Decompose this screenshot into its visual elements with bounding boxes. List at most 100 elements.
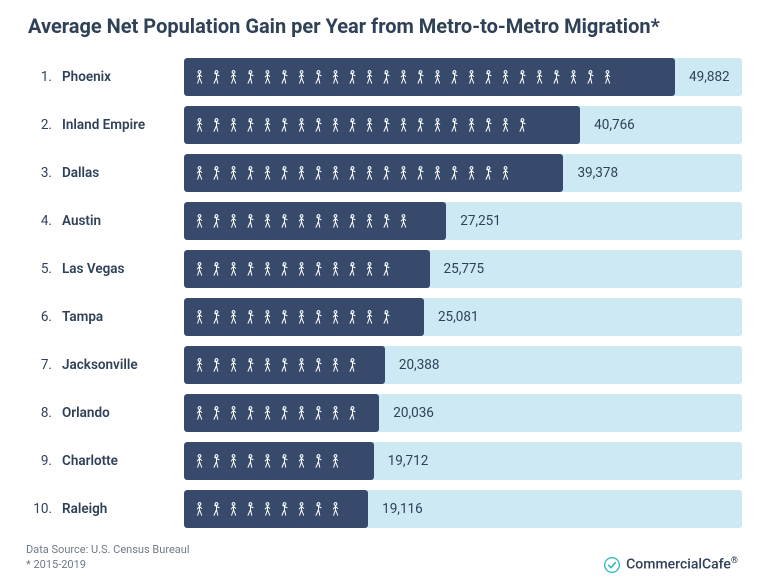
person-walking-icon bbox=[226, 208, 241, 234]
person-walking-icon bbox=[192, 352, 207, 378]
person-walking-icon bbox=[294, 400, 309, 426]
value-label: 20,036 bbox=[379, 394, 434, 432]
bar-fill bbox=[184, 490, 368, 528]
brand: CommercialCafe® bbox=[604, 556, 738, 573]
person-walking-icon bbox=[481, 160, 496, 186]
person-walking-icon bbox=[260, 304, 275, 330]
person-walking-icon bbox=[345, 208, 360, 234]
person-walking-icon bbox=[260, 448, 275, 474]
person-walking-icon bbox=[328, 208, 343, 234]
value-label: 19,712 bbox=[374, 442, 429, 480]
walker-icons bbox=[192, 208, 411, 234]
person-walking-icon bbox=[583, 64, 598, 90]
person-walking-icon bbox=[294, 208, 309, 234]
person-walking-icon bbox=[413, 112, 428, 138]
person-walking-icon bbox=[498, 64, 513, 90]
metro-label: Dallas bbox=[56, 165, 184, 181]
metro-label: Austin bbox=[56, 213, 184, 229]
source-line-1: Data Source: U.S. Census Bureaul bbox=[26, 543, 190, 558]
walker-icons bbox=[192, 496, 343, 522]
person-walking-icon bbox=[192, 256, 207, 282]
person-walking-icon bbox=[294, 64, 309, 90]
walker-icons bbox=[192, 256, 394, 282]
person-walking-icon bbox=[311, 496, 326, 522]
rank-number: 8. bbox=[26, 405, 56, 421]
person-walking-icon bbox=[260, 208, 275, 234]
walker-icons bbox=[192, 304, 394, 330]
bar-track: 39,378 bbox=[184, 154, 742, 192]
walker-icons bbox=[192, 160, 513, 186]
person-walking-icon bbox=[311, 448, 326, 474]
person-walking-icon bbox=[328, 496, 343, 522]
bar-row: 2.Inland Empire40,766 bbox=[26, 106, 742, 144]
person-walking-icon bbox=[226, 304, 241, 330]
bar-fill bbox=[184, 346, 385, 384]
bar-track: 25,775 bbox=[184, 250, 742, 288]
person-walking-icon bbox=[600, 64, 615, 90]
person-walking-icon bbox=[209, 256, 224, 282]
metro-label: Inland Empire bbox=[56, 117, 184, 133]
person-walking-icon bbox=[260, 352, 275, 378]
person-walking-icon bbox=[430, 64, 445, 90]
person-walking-icon bbox=[226, 448, 241, 474]
person-walking-icon bbox=[209, 112, 224, 138]
person-walking-icon bbox=[243, 304, 258, 330]
bar-row: 1.Phoenix49,882 bbox=[26, 58, 742, 96]
person-walking-icon bbox=[192, 160, 207, 186]
person-walking-icon bbox=[277, 304, 292, 330]
person-walking-icon bbox=[277, 400, 292, 426]
person-walking-icon bbox=[311, 112, 326, 138]
walker-icons bbox=[192, 448, 343, 474]
bar-track: 20,036 bbox=[184, 394, 742, 432]
person-walking-icon bbox=[226, 64, 241, 90]
bar-row: 7.Jacksonville20,388 bbox=[26, 346, 742, 384]
person-walking-icon bbox=[209, 208, 224, 234]
person-walking-icon bbox=[260, 256, 275, 282]
person-walking-icon bbox=[192, 64, 207, 90]
value-label: 20,388 bbox=[385, 346, 440, 384]
person-walking-icon bbox=[515, 112, 530, 138]
value-label: 25,775 bbox=[430, 250, 485, 288]
rank-number: 6. bbox=[26, 309, 56, 325]
walker-icons bbox=[192, 112, 530, 138]
brand-check-icon bbox=[604, 557, 620, 573]
value-label: 49,882 bbox=[675, 58, 730, 96]
metro-label: Las Vegas bbox=[56, 261, 184, 277]
person-walking-icon bbox=[430, 160, 445, 186]
person-walking-icon bbox=[345, 256, 360, 282]
person-walking-icon bbox=[328, 64, 343, 90]
rank-number: 10. bbox=[26, 501, 56, 517]
person-walking-icon bbox=[209, 160, 224, 186]
person-walking-icon bbox=[311, 304, 326, 330]
person-walking-icon bbox=[498, 112, 513, 138]
person-walking-icon bbox=[498, 160, 513, 186]
chart-rows: 1.Phoenix49,882 2.Inland Empire40,766 3.Da… bbox=[26, 58, 742, 529]
bar-row: 10.Raleigh19,116 bbox=[26, 490, 742, 528]
bar-fill bbox=[184, 202, 446, 240]
metro-label: Tampa bbox=[56, 309, 184, 325]
person-walking-icon bbox=[328, 448, 343, 474]
rank-number: 1. bbox=[26, 69, 56, 85]
person-walking-icon bbox=[243, 256, 258, 282]
bar-fill bbox=[184, 298, 424, 336]
person-walking-icon bbox=[192, 400, 207, 426]
person-walking-icon bbox=[379, 304, 394, 330]
person-walking-icon bbox=[311, 352, 326, 378]
bar-track: 20,388 bbox=[184, 346, 742, 384]
person-walking-icon bbox=[532, 64, 547, 90]
person-walking-icon bbox=[328, 352, 343, 378]
person-walking-icon bbox=[277, 496, 292, 522]
rank-number: 3. bbox=[26, 165, 56, 181]
person-walking-icon bbox=[464, 160, 479, 186]
bar-track: 19,116 bbox=[184, 490, 742, 528]
person-walking-icon bbox=[311, 160, 326, 186]
metro-label: Orlando bbox=[56, 405, 184, 421]
person-walking-icon bbox=[260, 64, 275, 90]
person-walking-icon bbox=[379, 208, 394, 234]
value-label: 19,116 bbox=[368, 490, 423, 528]
rank-number: 9. bbox=[26, 453, 56, 469]
person-walking-icon bbox=[277, 112, 292, 138]
person-walking-icon bbox=[209, 64, 224, 90]
person-walking-icon bbox=[328, 400, 343, 426]
bar-fill bbox=[184, 394, 379, 432]
